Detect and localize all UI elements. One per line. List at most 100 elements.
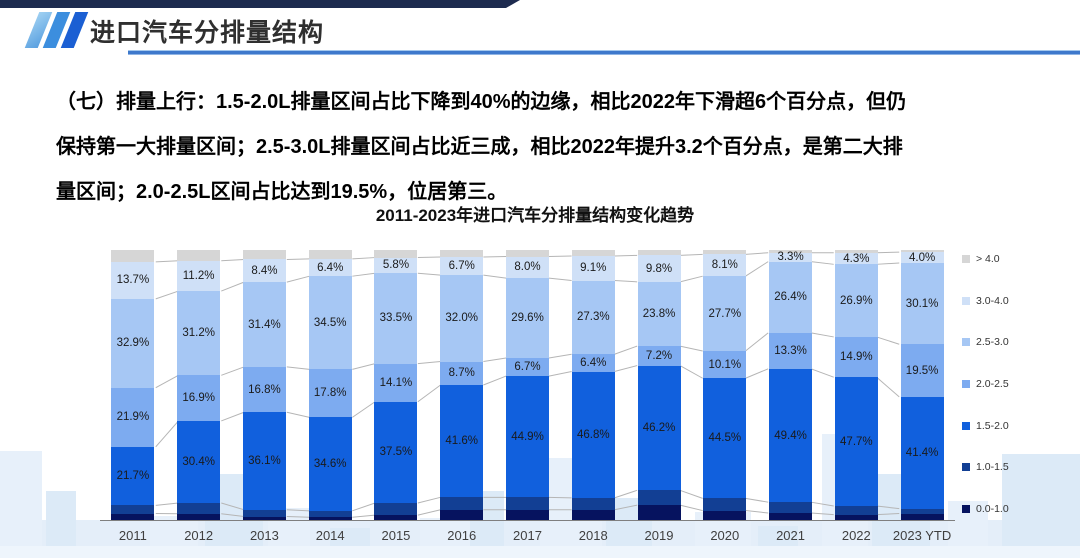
chart-title: 2011-2023年进口汽车分排量结构变化趋势 (375, 206, 695, 225)
data-label: 36.1% (248, 455, 281, 468)
header-underline (128, 49, 1080, 55)
series-connector-lines (155, 251, 900, 518)
segment-> 4.0 (769, 250, 813, 253)
segment-1.5-2.0: 49.4% (769, 368, 813, 503)
segment-2.5-3.0: 27.3% (571, 280, 615, 355)
data-label: 44.5% (708, 432, 742, 445)
segment-2.0-2.5: 6.7% (506, 358, 549, 377)
segment-2.0-2.5: 21.9% (111, 387, 155, 447)
segment-0.0-1.0 (177, 513, 221, 520)
segment-1.0-1.5 (769, 502, 813, 513)
segment-1.0-1.5 (834, 505, 878, 515)
segment-2.5-3.0: 31.4% (242, 282, 286, 367)
data-label: 3.3% (777, 251, 804, 264)
segment-2.5-3.0: 32.9% (111, 298, 155, 388)
data-label: 7.2% (645, 349, 673, 362)
segment-3.0-4.0: 4.0% (900, 251, 944, 264)
segment-0.0-1.0 (703, 510, 747, 520)
data-label: 21.7% (116, 470, 150, 483)
data-label: 41.6% (445, 435, 479, 448)
segment-0.0-1.0 (571, 509, 615, 520)
data-label: 9.1% (580, 262, 607, 275)
data-label: 37.5% (379, 446, 413, 459)
segment-3.0-4.0: 8.1% (703, 254, 747, 277)
segment-1.0-1.5 (637, 490, 681, 506)
segment-2.5-3.0: 33.5% (374, 273, 418, 364)
segment-2.0-2.5: 17.8% (308, 369, 352, 418)
segment-0.0-1.0 (440, 509, 484, 520)
chart-legend: > 4.0 3.0-4.0 2.5-3.0 2.0-2.5 1.5-2.0 1.0-1.5… (962, 253, 1009, 515)
page-title: 进口汽车分排量结构 (90, 19, 325, 47)
data-label: 9.8% (645, 262, 673, 275)
data-label: 8.7% (448, 367, 475, 380)
stacked-bar-plot: 21.7% 21.9% 32.9% 13.7% 30.4% 16.9% 31.2% 11.2%… (100, 250, 955, 521)
bar-2013: 36.1% 16.8% 31.4% 8.4% (242, 250, 286, 520)
segment-> 4.0 (177, 250, 221, 261)
data-label: 46.8% (576, 428, 610, 441)
x-label: 2012 (184, 528, 214, 543)
segment-3.0-4.0: 9.8% (637, 255, 681, 282)
top-accent-bar (0, 0, 520, 8)
x-label: 2014 (315, 528, 345, 543)
data-label: 27.3% (576, 311, 610, 324)
segment-2.0-2.5: 14.9% (834, 336, 878, 378)
segment-> 4.0 (900, 250, 944, 253)
data-label: 8.1% (711, 259, 738, 272)
segment-2.5-3.0: 26.4% (769, 261, 813, 333)
data-label: 34.5% (313, 316, 347, 329)
data-label: 16.9% (182, 392, 215, 405)
watermark-building (758, 526, 798, 546)
segment-1.0-1.5 (111, 505, 155, 514)
segment-2.5-3.0: 27.7% (703, 276, 747, 352)
segment-> 4.0 (374, 250, 418, 258)
x-label: 2023 YTD (892, 528, 952, 543)
bar-2011: 21.7% 21.9% 32.9% 13.7% (111, 250, 155, 520)
legend-label: 3.0-4.0 (976, 294, 1009, 307)
body-line: （七）排量上行：1.5-2.0L排量区间占比下降到40%的边缘，相比2022年下… (56, 91, 907, 113)
legend-item: 2.0-2.5 (962, 378, 1009, 390)
x-label: 2019 (644, 528, 674, 543)
bar-2020: 44.5% 10.1% 27.7% 8.1% (703, 250, 747, 520)
x-label: 2018 (578, 528, 608, 543)
x-label: 2020 (710, 528, 740, 543)
legend-swatch-icon (962, 255, 970, 263)
data-label: 4.3% (843, 252, 870, 265)
legend-swatch-icon (962, 421, 970, 430)
data-label: 4.0% (909, 251, 936, 264)
legend-swatch-icon (962, 296, 970, 305)
segment-3.0-4.0: 6.4% (308, 258, 352, 277)
segment-2.0-2.5: 16.8% (242, 366, 286, 413)
data-label: 13.3% (774, 344, 807, 357)
segment-3.0-4.0: 11.2% (177, 260, 221, 292)
data-label: 32.0% (445, 312, 479, 325)
segment-1.0-1.5 (900, 508, 944, 514)
watermark-band (0, 546, 1080, 558)
segment-> 4.0 (834, 250, 878, 253)
segment-3.0-4.0: 8.4% (242, 259, 286, 283)
segment-0.0-1.0 (637, 505, 681, 520)
data-label: 26.4% (774, 291, 807, 304)
segment-1.5-2.0: 47.7% (834, 377, 878, 506)
bar-2012: 30.4% 16.9% 31.2% 11.2% (177, 250, 221, 520)
segment-2.5-3.0: 30.1% (900, 263, 944, 345)
segment-0.0-1.0 (374, 515, 418, 520)
segment-1.5-2.0: 46.2% (637, 365, 681, 491)
data-label: 5.8% (382, 259, 410, 272)
data-label: 23.8% (642, 308, 676, 321)
segment-> 4.0 (440, 250, 484, 258)
legend-label: 2.5-3.0 (976, 336, 1009, 349)
data-label: 32.9% (116, 337, 150, 350)
x-label: 2011 (118, 528, 147, 543)
data-label: 8.4% (251, 264, 278, 277)
segment-1.5-2.0: 21.7% (111, 446, 155, 506)
data-label: 31.2% (182, 327, 215, 340)
x-label: 2015 (381, 528, 411, 543)
segment-0.0-1.0 (506, 509, 549, 520)
segment-2.0-2.5: 8.7% (440, 361, 484, 386)
segment-1.5-2.0: 41.6% (440, 385, 484, 498)
legend-item: 1.0-1.5 (962, 461, 1009, 473)
data-label: 6.7% (514, 361, 541, 374)
segment-> 4.0 (242, 250, 286, 260)
segment-1.0-1.5 (571, 497, 615, 510)
data-label: 11.2% (182, 269, 215, 282)
